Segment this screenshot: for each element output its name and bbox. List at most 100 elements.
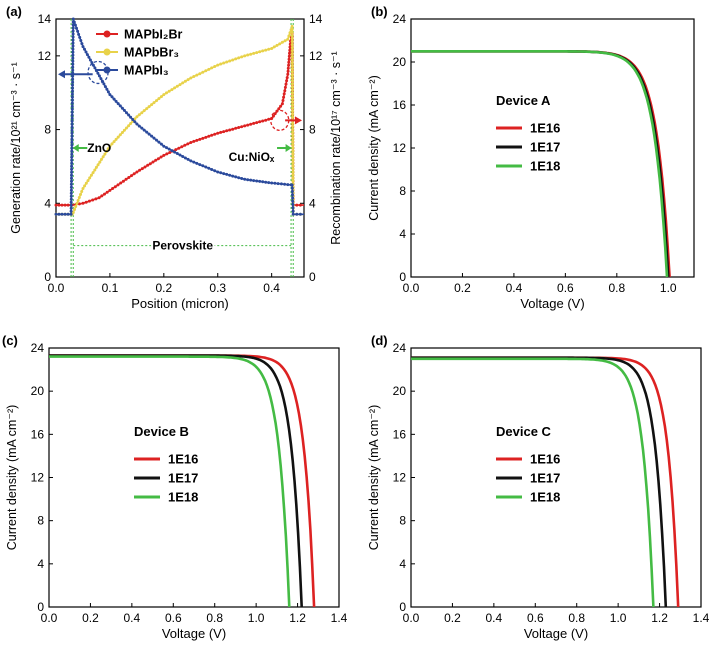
series-point-2	[69, 185, 73, 189]
series-point-0	[116, 183, 120, 187]
left-axis-arrow-head	[58, 70, 65, 79]
series-point-1	[116, 135, 120, 139]
y-right-tick-label: 4	[309, 196, 316, 210]
x-axis-label: Position (micron)	[131, 296, 229, 311]
right-axis-arrow-head	[295, 116, 302, 125]
series-point-1	[106, 147, 110, 151]
legend-marker	[103, 66, 111, 74]
series-point-0	[132, 172, 136, 176]
series-point-1	[290, 52, 294, 56]
device-title: Device B	[134, 424, 189, 439]
cunio-arrow-head	[285, 144, 292, 152]
y-tick-label: 16	[31, 427, 45, 441]
series-point-2	[290, 183, 294, 187]
series-point-2	[105, 87, 109, 91]
series-point-2	[276, 182, 280, 186]
y-tick-label: 4	[399, 557, 406, 571]
series-point-2	[150, 134, 154, 138]
y-tick-label: 0	[37, 600, 44, 614]
series-point-0	[60, 203, 64, 207]
panel-c: 0.0 0.2 0.4 0.6 0.8 1.0 1.2 1.4 0 4 8 12 16 20 24 Volta…	[2, 333, 348, 641]
series-point-1	[137, 113, 141, 117]
panel-d: 0.0 0.2 0.4 0.6 0.8 1.0 1.2 1.4 0 4 8 12 16 20 24 Volta…	[367, 333, 710, 641]
series-point-0	[243, 124, 247, 128]
series-point-0	[210, 133, 214, 137]
series-point-1	[150, 103, 154, 107]
series-point-0	[77, 202, 81, 206]
y-axis-label: Current density (mA cm⁻²)	[5, 405, 19, 551]
series-point-2	[159, 142, 163, 146]
series-point-1	[101, 155, 105, 159]
series-point-2	[73, 23, 77, 27]
series-point-1	[291, 103, 295, 107]
series-point-0	[100, 194, 104, 198]
series-point-2	[57, 212, 61, 216]
x-tick-label: 0.8	[608, 281, 625, 295]
series-point-2	[116, 102, 120, 106]
series-point-1	[86, 179, 90, 183]
series-point-1	[270, 47, 274, 50]
series-point-1	[290, 76, 294, 80]
series-point-1	[162, 93, 166, 97]
series-point-2	[222, 172, 226, 176]
series-point-0	[285, 79, 289, 83]
series-point-0	[66, 203, 70, 207]
series-point-2	[210, 168, 214, 171]
legend-label: 1E18	[168, 490, 198, 505]
series-point-1	[291, 131, 295, 134]
series-point-2	[175, 152, 179, 155]
series-point-0	[237, 126, 241, 129]
x-tick-label: 0.8	[568, 611, 585, 625]
series-point-1	[96, 163, 100, 167]
series-point-2	[122, 108, 126, 112]
series-point-0	[108, 188, 112, 192]
series-point-0	[288, 45, 292, 49]
series-point-1	[291, 115, 295, 119]
series-point-1	[178, 83, 182, 87]
series-point-0	[87, 199, 91, 203]
series-point-2	[70, 113, 74, 117]
series-point-2	[71, 26, 75, 30]
series-point-2	[142, 128, 146, 132]
legend-label: 1E16	[168, 452, 198, 467]
series-point-2	[69, 203, 73, 207]
y-right-tick-label: 0	[309, 270, 316, 284]
series-point-2	[70, 122, 74, 126]
series-point-0	[162, 153, 166, 157]
legend-label: 1E16	[530, 121, 560, 136]
series-point-1	[98, 160, 102, 164]
series-point-0	[277, 107, 281, 111]
series-point-0	[280, 102, 284, 106]
series-point-1	[216, 63, 220, 67]
series-point-1	[290, 30, 294, 34]
x-tick-label: 0.0	[48, 281, 65, 295]
series-point-2	[70, 128, 74, 132]
series-point-0	[231, 127, 235, 131]
series-point-2	[70, 140, 74, 144]
series-point-2	[93, 66, 97, 70]
series-point-0	[287, 63, 291, 67]
series-point-2	[129, 115, 133, 119]
series-point-2	[201, 164, 205, 168]
x-tick-label: 0.2	[454, 281, 471, 295]
series-point-2	[240, 177, 244, 180]
x-tick-label: 0.0	[403, 281, 420, 295]
series-point-2	[71, 38, 75, 42]
series-point-2	[70, 146, 74, 150]
series-point-1	[290, 40, 294, 43]
series-point-1	[165, 91, 168, 95]
series-point-1	[140, 111, 144, 115]
series-point-2	[69, 200, 73, 204]
legend-label: MAPbBr₃	[124, 46, 179, 60]
y-tick-label: 20	[393, 384, 407, 398]
series-point-1	[152, 101, 156, 105]
series-point-1	[291, 176, 295, 180]
series-point-2	[103, 85, 107, 89]
series-point-1	[167, 89, 171, 93]
series-point-2	[228, 173, 232, 177]
series-point-2	[70, 92, 74, 96]
series-point-0	[91, 198, 95, 202]
series-point-1	[291, 124, 295, 128]
series-point-1	[204, 69, 208, 73]
series-point-1	[290, 67, 294, 71]
